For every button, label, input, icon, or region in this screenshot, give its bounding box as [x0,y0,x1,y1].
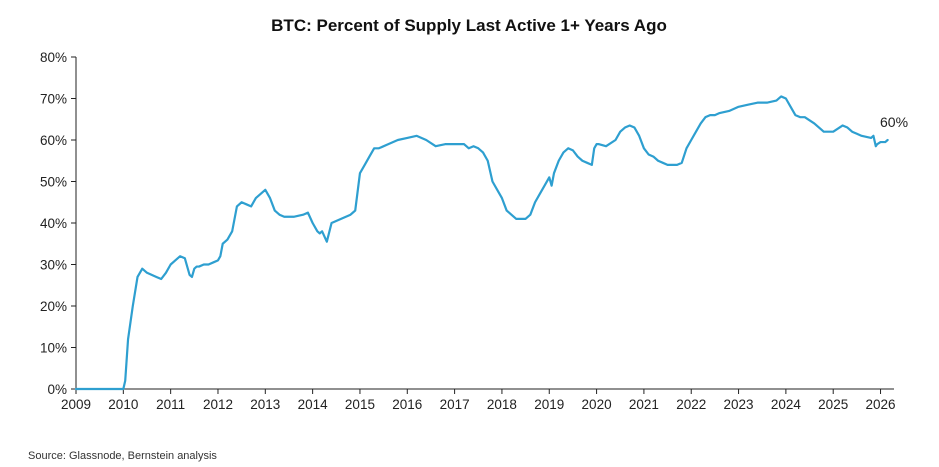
x-tick-label: 2018 [487,397,517,412]
end-value-label: 60% [880,114,908,130]
x-tick-label: 2025 [818,397,848,412]
y-tick-label: 60% [40,133,67,148]
x-tick-label: 2009 [61,397,91,412]
x-axis: 2009 2010 2011 2012 2013 2014 2015 2016 2017 2018… [61,388,896,412]
source-note: Source: Glassnode, Bernstein analysis [28,450,217,462]
y-tick-label: 10% [40,341,67,356]
x-tick-label: 2010 [108,397,138,412]
x-tick-label: 2023 [724,397,754,412]
x-tick-label: 2017 [440,397,470,412]
y-axis: 0% 10% 20% 30% 40% 50% 60% 70% 80% [40,50,77,397]
y-tick-label: 0% [47,382,67,397]
y-tick-label: 50% [40,175,67,190]
x-tick-label: 2012 [203,397,233,412]
x-tick-label: 2019 [534,397,564,412]
x-tick-label: 2024 [771,397,802,412]
y-tick-label: 30% [40,258,67,273]
x-tick-label: 2022 [676,397,706,412]
y-tick-label: 80% [40,50,67,65]
series-line [74,95,889,391]
x-tick-label: 2020 [582,397,612,412]
series-group [74,95,889,391]
x-tick-label: 2011 [156,397,185,412]
x-tick-label: 2015 [345,397,375,412]
y-tick-label: 20% [40,299,67,314]
y-tick-label: 70% [40,92,67,107]
x-tick-label: 2014 [298,397,329,412]
x-tick-label: 2021 [629,397,659,412]
x-tick-label: 2013 [250,397,280,412]
x-tick-label: 2026 [866,397,896,412]
x-tick-label: 2016 [392,397,422,412]
y-tick-label: 40% [40,216,67,231]
chart-title: BTC: Percent of Supply Last Active 1+ Ye… [271,16,667,35]
